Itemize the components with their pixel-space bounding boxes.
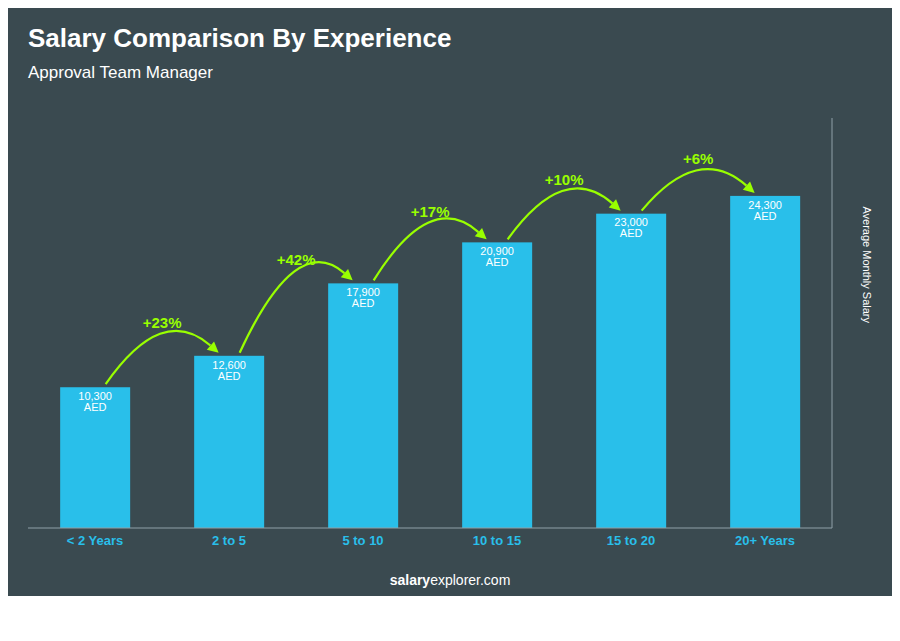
html-text:Approval Team Manager: Approval Team Manager (28, 63, 213, 82)
svg-text:2 to 5: 2 to 5 (212, 533, 246, 548)
svg-text:5 to 10: 5 to 10 (342, 533, 383, 548)
svg-text:20,900AED: 20,900AED (480, 245, 514, 268)
svg-text:+42%: +42% (277, 251, 316, 268)
html-text:salary explorer.com: salary explorer.com (389, 572, 511, 588)
svg-text:+17%: +17% (411, 203, 450, 220)
svg-text:24,300AED: 24,300AED (748, 199, 782, 222)
html-text:Salary Comparison By Experienc: Salary Comparison By Experience (28, 23, 452, 53)
svg-text:Average Monthly Salary: Average Monthly Salary (861, 206, 873, 323)
svg-text:< 2 Years: < 2 Years (67, 533, 124, 548)
svg-text:15 to 20: 15 to 20 (607, 533, 655, 548)
svg-text:12,600AED: 12,600AED (212, 359, 246, 382)
svg-text:+6%: +6% (683, 150, 713, 167)
svg-text:17,900AED: 17,900AED (346, 286, 380, 309)
svg-text:+23%: +23% (143, 314, 182, 331)
svg-text:10 to 15: 10 to 15 (473, 533, 521, 548)
svg-text:10,300AED: 10,300AED (78, 390, 112, 413)
svg-text:+10%: +10% (545, 171, 584, 188)
svg-text:23,000AED: 23,000AED (614, 216, 648, 239)
svg-text:20+ Years: 20+ Years (735, 533, 795, 548)
